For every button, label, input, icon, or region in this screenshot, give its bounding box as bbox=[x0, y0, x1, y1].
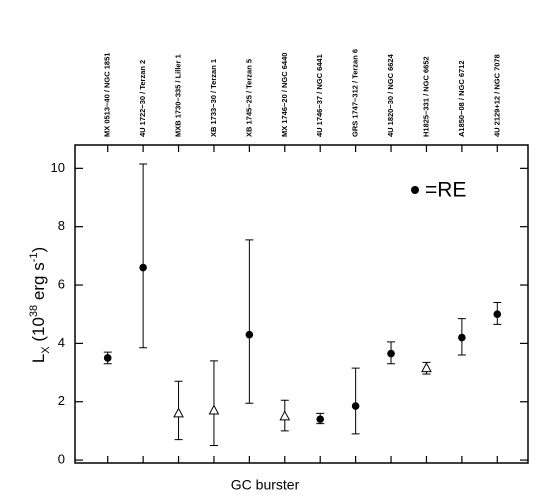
plot-frame bbox=[74, 144, 529, 464]
y-axis-title-part: -1 bbox=[28, 253, 40, 263]
legend-label: =RE bbox=[425, 179, 466, 202]
y-tick-label: 2 bbox=[58, 393, 65, 408]
error-bar bbox=[209, 360, 218, 446]
x-tick-label: MXB 1730−335 / Liller 1 bbox=[174, 54, 183, 137]
x-tick-label: MX 0513−40 / NGC 1851 bbox=[103, 53, 112, 137]
y-tick-label: 0 bbox=[58, 452, 65, 467]
x-tick-label: 4U 1820−30 / NGC 6624 bbox=[386, 53, 395, 137]
triangle-marker bbox=[279, 410, 291, 421]
y-tick-label: 4 bbox=[58, 335, 65, 350]
circle-marker bbox=[458, 333, 466, 342]
circle-marker bbox=[245, 330, 254, 339]
error-bar bbox=[139, 163, 148, 349]
circle-marker bbox=[351, 402, 360, 410]
y-axis-title-part: ) bbox=[29, 247, 48, 253]
y-axis-title: LX (1038 erg s-1) bbox=[28, 247, 52, 363]
x-tick-label: A1850−08 / NGC 6712 bbox=[457, 60, 466, 137]
error-bar bbox=[351, 367, 360, 435]
triangle-marker bbox=[421, 362, 432, 373]
error-bar bbox=[245, 239, 254, 404]
x-tick-label: 4U 1746−37 / NGC 6441 bbox=[315, 54, 324, 137]
x-tick-label: MX 1746−20 / NGC 6440 bbox=[280, 53, 289, 137]
triangle-marker bbox=[173, 407, 184, 418]
circle-marker bbox=[387, 349, 395, 358]
triangle-marker bbox=[208, 404, 220, 415]
x-tick-label: GRS 1747−312 / Terzan 6 bbox=[351, 49, 360, 137]
x-tick-label: 4U 1722−30 / Terzan 2 bbox=[138, 60, 147, 137]
y-axis-title-part: 38 bbox=[28, 305, 40, 317]
y-axis-title-part: L bbox=[29, 354, 48, 363]
circle-marker bbox=[316, 415, 325, 424]
x-tick-label: XB 1733−30 / Terzan 1 bbox=[209, 59, 218, 137]
circle-marker bbox=[139, 263, 147, 272]
y-axis-title-part: erg s bbox=[29, 262, 48, 305]
x-axis-title: GC burster bbox=[231, 477, 300, 493]
circle-marker bbox=[493, 310, 502, 319]
x-tick-label: 4U 2129+12 / NGC 7078 bbox=[492, 54, 501, 137]
y-axis-title-part: (10 bbox=[29, 317, 48, 346]
y-tick-label: 6 bbox=[58, 276, 65, 291]
x-tick-label: H1825−331 / NGC 6652 bbox=[421, 56, 430, 137]
legend-marker bbox=[411, 186, 419, 194]
x-tick-label: XB 1745−25 / Terzan 5 bbox=[244, 59, 253, 137]
y-axis-title-part: X bbox=[40, 346, 52, 354]
y-tick-label: 8 bbox=[58, 218, 65, 233]
y-tick-label: 10 bbox=[51, 160, 65, 175]
circle-marker bbox=[103, 354, 112, 362]
